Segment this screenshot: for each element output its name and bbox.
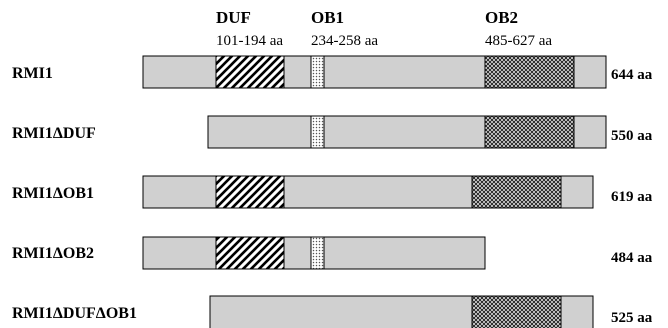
length-label: 525 aa — [611, 310, 653, 326]
construct-label: RMI1ΔDUF — [12, 125, 96, 142]
ob1-domain — [310, 236, 325, 270]
ob2-domain — [484, 115, 575, 149]
construct-row-rmi1-delta-duf-delta-ob1: RMI1ΔDUFΔOB1 525 aa — [12, 295, 653, 328]
construct-label: RMI1ΔOB2 — [12, 245, 94, 262]
domain-header-ob2-range: 485-627 aa — [485, 33, 552, 49]
ob2-domain — [484, 55, 575, 89]
length-label: 644 aa — [611, 67, 653, 83]
domain-header-duf-range: 101-194 aa — [216, 33, 283, 49]
construct-row-rmi1-delta-ob2: RMI1ΔOB2 484 aa — [12, 236, 653, 270]
construct-row-rmi1-delta-ob1: RMI1ΔOB1 619 aa — [12, 175, 653, 209]
construct-label: RMI1ΔOB1 — [12, 185, 94, 202]
ob2-domain — [471, 175, 562, 209]
length-label: 619 aa — [611, 189, 653, 205]
duf-domain — [215, 175, 285, 209]
domain-header-ob1-range: 234-258 aa — [311, 33, 378, 49]
ob1-domain — [310, 55, 325, 89]
ob1-domain — [310, 115, 325, 149]
domain-header-ob2-name: OB2 — [485, 8, 518, 27]
duf-domain — [215, 55, 285, 89]
length-label: 550 aa — [611, 128, 653, 144]
length-label: 484 aa — [611, 250, 653, 266]
construct-row-rmi1: RMI1 644 aa — [12, 55, 653, 89]
domain-header-ob1-name: OB1 — [311, 8, 344, 27]
domain-header-duf-name: DUF — [216, 8, 251, 27]
construct-label: RMI1ΔDUFΔOB1 — [12, 305, 137, 322]
construct-row-rmi1-delta-duf: RMI1ΔDUF 550 aa — [12, 115, 653, 149]
ob2-domain — [471, 295, 562, 328]
duf-domain — [215, 236, 285, 270]
construct-label: RMI1 — [12, 65, 53, 82]
